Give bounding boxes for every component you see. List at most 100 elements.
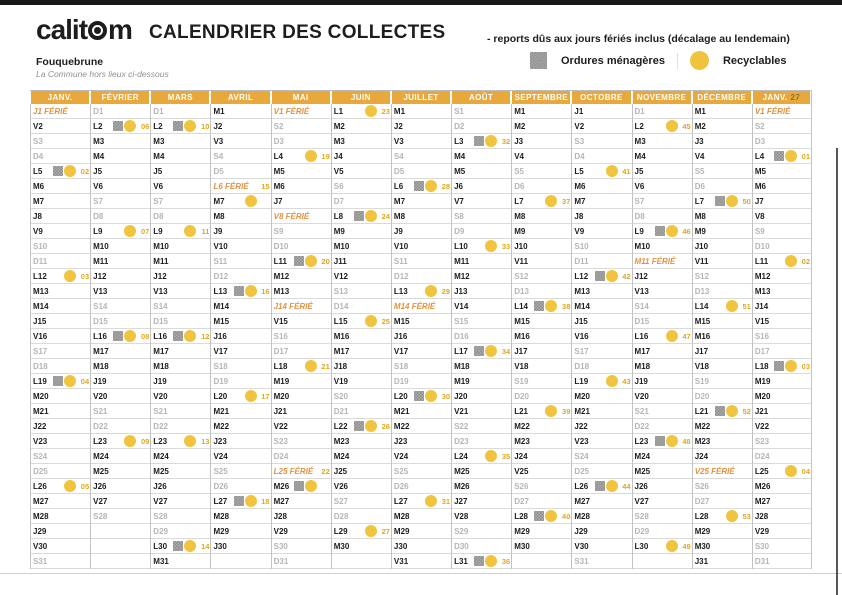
- day-label: L19: [33, 376, 47, 386]
- day-label: M30: [333, 541, 350, 551]
- day-label: J16: [393, 331, 408, 341]
- day-label: S28: [634, 511, 649, 521]
- day-label: M9: [694, 226, 706, 236]
- day-label: L3: [454, 136, 464, 146]
- day-cell: L25 FÉRIÉ 22: [271, 464, 331, 479]
- day-label: L9: [93, 226, 103, 236]
- day-cell: M15: [512, 314, 572, 329]
- day-cell: J17: [692, 344, 752, 359]
- day-cell: V6: [91, 179, 151, 194]
- day-cell: L9 11: [151, 224, 211, 239]
- collection-markers: [293, 480, 330, 492]
- day-label: M18: [634, 361, 651, 371]
- collection-markers: 25: [364, 315, 390, 327]
- day-cell: M22: [692, 419, 752, 434]
- recyclables-marker-icon: [665, 540, 678, 552]
- day-cell: M30: [512, 539, 572, 554]
- day-label: D24: [273, 451, 289, 461]
- collection-number: 48: [682, 436, 691, 446]
- day-label: S21: [93, 406, 108, 416]
- day-cell: [632, 554, 692, 569]
- day-cell: J14: [752, 299, 811, 314]
- day-cell: V18: [512, 359, 572, 374]
- month-header: FÉVRIER: [90, 91, 151, 104]
- day-label: V30: [574, 541, 589, 551]
- day-cell: M30: [331, 539, 391, 554]
- collection-markers: 53: [725, 510, 751, 522]
- day-cell: V21: [452, 404, 512, 419]
- day-label: J21: [754, 406, 769, 416]
- recyclables-marker-icon: [64, 165, 77, 177]
- day-cell: M15: [211, 314, 271, 329]
- month-name: MARS: [167, 93, 193, 102]
- day-label: M14: [213, 301, 230, 311]
- day-label: S2: [754, 121, 765, 131]
- day-cell: M1: [211, 104, 271, 119]
- day-cell: M12: [271, 269, 331, 284]
- day-cell: M21: [572, 404, 632, 419]
- day-label: S29: [454, 526, 469, 536]
- day-cell: M17: [151, 344, 211, 359]
- day-label: M29: [393, 526, 410, 536]
- day-cell: M3: [91, 134, 151, 149]
- month-name: JUIN: [350, 93, 371, 102]
- day-label: M6: [754, 181, 766, 191]
- day-cell: M16: [692, 329, 752, 344]
- day-cell: M1: [391, 104, 452, 119]
- day-label: L14: [514, 301, 529, 311]
- day-label: M10: [93, 241, 109, 251]
- day-cell: V18: [692, 359, 752, 374]
- collection-markers: 27: [364, 525, 390, 537]
- day-label: D15: [634, 316, 650, 326]
- day-label: V2: [574, 121, 585, 131]
- day-cell: D11: [572, 254, 632, 269]
- day-label: S24: [33, 451, 48, 461]
- day-cell: S25: [211, 464, 271, 479]
- day-label: L30: [634, 541, 649, 551]
- day-cell: D6: [512, 179, 572, 194]
- day-label: D1: [153, 106, 164, 116]
- day-cell: D18: [572, 359, 632, 374]
- month-column-10: OCTOBRE J1 V2 S3 D4 L5 41 M6 M7 J8 V9 S10 D11 L12 42 M1…: [571, 91, 632, 569]
- day-label: S25: [393, 466, 409, 476]
- day-cell: L14 38: [512, 299, 572, 314]
- day-label: D15: [93, 316, 108, 326]
- day-label: M1: [213, 106, 225, 116]
- day-cell: M25: [632, 464, 692, 479]
- day-cell: L12 03: [31, 269, 91, 284]
- recyclables-marker-icon: [485, 135, 498, 147]
- collection-markers: 18: [233, 495, 270, 507]
- day-label: L15: [333, 316, 348, 326]
- day-label: L4: [754, 151, 765, 161]
- day-cell: S3: [572, 134, 632, 149]
- month-column-4: AVRIL M1 J2 V3 S4 D5 L6 FÉRIÉ 15 M7 M8 J9 V10 S11 D12…: [210, 91, 271, 569]
- day-label: M30: [694, 541, 711, 551]
- day-label: D19: [393, 376, 409, 386]
- day-cell: [91, 539, 151, 554]
- day-label: J7: [754, 196, 764, 206]
- day-label: M7: [213, 196, 225, 206]
- day-cell: V14: [452, 299, 512, 314]
- day-cell: V12: [331, 269, 391, 284]
- day-cell: J15: [572, 314, 632, 329]
- collection-markers: 08: [113, 330, 149, 342]
- day-cell: M11: [452, 254, 512, 269]
- month-name: NOVEMBRE: [636, 93, 687, 102]
- day-cell: L23 13: [151, 434, 211, 449]
- collection-number: 20: [321, 256, 330, 266]
- day-label: L7: [514, 196, 524, 206]
- day-label: M3: [153, 136, 165, 146]
- day-label: M1: [393, 106, 406, 116]
- day-cell: V11: [692, 254, 752, 269]
- day-cell: J19: [632, 374, 692, 389]
- day-label: J9: [393, 226, 403, 236]
- day-cell: S7: [632, 194, 692, 209]
- collection-number: 33: [501, 241, 511, 251]
- day-cell: L8 24: [331, 209, 391, 224]
- collection-markers: 04: [53, 375, 89, 387]
- day-cell: D19: [391, 374, 452, 389]
- day-cell: D29: [151, 524, 211, 539]
- day-cell: M1: [512, 104, 572, 119]
- day-label: D25: [33, 466, 48, 476]
- day-cell: S18: [211, 359, 271, 374]
